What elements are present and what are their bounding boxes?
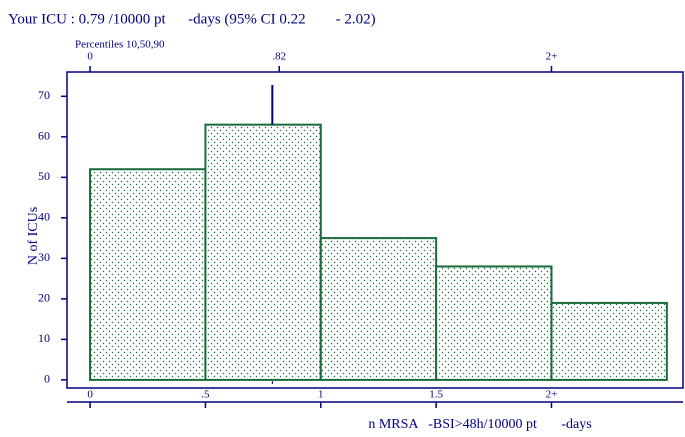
y-tick-label: 60 bbox=[38, 129, 50, 143]
plot-frame bbox=[66, 71, 684, 389]
y-axis-label: N of ICUs bbox=[26, 207, 41, 265]
y-tick-label: 30 bbox=[38, 250, 50, 264]
x-tick-label: 1.5 bbox=[429, 389, 443, 401]
x-tick-label: 2+ bbox=[546, 389, 558, 401]
x-tick-label: .5 bbox=[201, 389, 210, 401]
x-tick-label: 1 bbox=[318, 389, 324, 401]
bar bbox=[319, 237, 438, 381]
y-tick-label: 0 bbox=[44, 372, 50, 386]
bar bbox=[435, 265, 553, 381]
bar bbox=[550, 301, 668, 381]
y-tick-label: 20 bbox=[38, 291, 50, 305]
y-tick-label: 50 bbox=[38, 169, 50, 183]
bar bbox=[89, 168, 207, 381]
top-tick-label: 0 bbox=[87, 51, 93, 63]
top-tick-label: 2+ bbox=[546, 51, 558, 63]
x-tick-label: 0 bbox=[87, 389, 93, 401]
y-tick-label: 40 bbox=[38, 210, 50, 224]
bar bbox=[204, 123, 322, 381]
chart-title: Your ICU : 0.79 /10000 pt -days (95% CI … bbox=[8, 11, 376, 27]
x-axis-label: n MRSA -BSI>48h/10000 pt -days bbox=[368, 417, 591, 432]
top-tick-label: .82 bbox=[272, 51, 286, 63]
y-tick-label: 70 bbox=[38, 88, 50, 102]
y-tick-label: 10 bbox=[38, 331, 50, 345]
top-axis-label: Percentiles 10,50,90 bbox=[75, 39, 165, 51]
